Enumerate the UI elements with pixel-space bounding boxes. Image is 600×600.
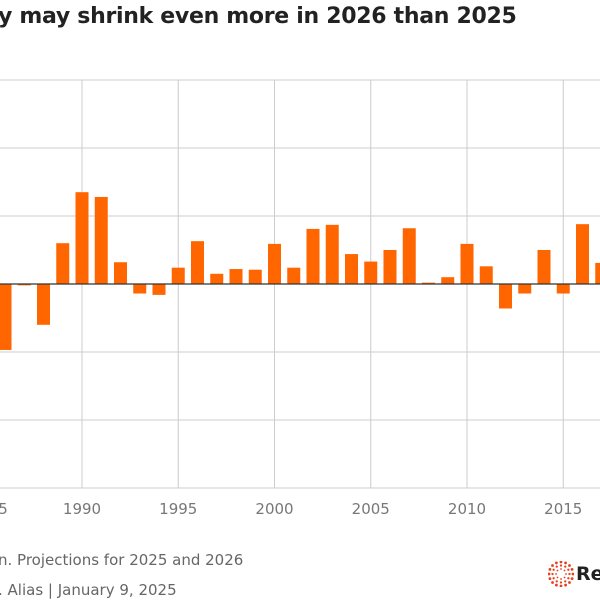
bar-2009 — [441, 277, 455, 284]
logo-dot — [555, 561, 558, 565]
bar-1992 — [114, 262, 127, 284]
logo-dot — [565, 573, 567, 575]
bar-1986 — [0, 284, 12, 350]
logo-dot — [564, 583, 567, 587]
logo-dots-icon — [548, 561, 574, 587]
logo-dot — [560, 568, 562, 570]
bar-1993 — [133, 284, 147, 294]
bar-1999 — [248, 269, 262, 284]
logo-dot — [555, 573, 557, 575]
bar-2015 — [556, 284, 570, 294]
logo-dot — [570, 568, 574, 571]
logo-dot — [555, 565, 558, 568]
logo-dot — [570, 577, 574, 580]
x-tick-label: 1990 — [63, 500, 101, 518]
bar-1998 — [229, 269, 243, 284]
x-tick-label: 5 — [0, 500, 8, 518]
logo-dot — [551, 572, 554, 576]
logo-dot — [552, 577, 555, 580]
logo-dot — [556, 569, 559, 572]
logo-dot — [568, 581, 571, 584]
logo-dot — [559, 584, 563, 587]
logo-dot — [564, 580, 567, 583]
bar-2003 — [325, 224, 339, 284]
bar-1997 — [210, 273, 224, 284]
bar-1995 — [171, 267, 185, 284]
bar-2012 — [499, 284, 512, 309]
logo-dot — [571, 572, 574, 576]
bar-1987 — [17, 284, 31, 286]
logo-text: Re — [576, 563, 600, 585]
x-tick-label: 2005 — [352, 500, 390, 518]
logo-dot — [563, 576, 566, 579]
bar-2005 — [364, 261, 378, 284]
reuters-logo: Re — [548, 561, 600, 587]
bar-1994 — [152, 284, 166, 295]
logo-dot — [567, 577, 570, 580]
logo-dot — [559, 561, 563, 564]
footnote: n. Projections for 2025 and 2026 — [0, 551, 244, 569]
x-tick-label: 2000 — [255, 500, 293, 518]
bar-1996 — [191, 241, 204, 284]
bar-2006 — [383, 250, 397, 284]
bar-2010 — [460, 243, 474, 284]
logo-dot — [568, 564, 571, 567]
logo-dot — [556, 576, 559, 579]
bar-2008 — [422, 282, 435, 284]
logo-dot — [551, 564, 554, 567]
logo-dot — [555, 583, 558, 587]
logo-dot — [551, 581, 554, 584]
bar-chart: 5 1990 1995 2000 2005 2010 2015 — [0, 79, 600, 518]
logo-dot — [568, 572, 571, 576]
logo-dot — [564, 565, 567, 568]
bar-2017 — [595, 262, 600, 284]
bar-2001 — [287, 267, 301, 284]
bars — [0, 192, 600, 350]
logo-dot — [560, 578, 562, 580]
bar-1989 — [56, 243, 70, 284]
bar-1990 — [75, 192, 89, 284]
bar-2007 — [402, 228, 416, 284]
chart-title: y may shrink even more in 2026 than 2025 — [0, 4, 517, 29]
bar-2000 — [268, 243, 281, 284]
bar-2013 — [518, 284, 532, 294]
credit-line: . Alias | January 9, 2025 — [0, 581, 177, 599]
bar-2002 — [306, 228, 320, 284]
logo-dot — [559, 581, 563, 584]
x-tick-label: 2010 — [448, 500, 486, 518]
bar-2011 — [479, 266, 493, 284]
bar-2016 — [576, 224, 589, 284]
logo-dot — [563, 569, 566, 572]
x-tick-label: 1995 — [159, 500, 197, 518]
x-tick-labels: 5 1990 1995 2000 2005 2010 2015 — [0, 500, 582, 518]
bar-2014 — [537, 250, 551, 284]
logo-dot — [567, 568, 570, 571]
logo-dot — [552, 568, 555, 571]
logo-dot — [548, 577, 552, 580]
logo-dot — [564, 561, 567, 565]
logo-dot — [548, 572, 551, 576]
bar-2004 — [345, 254, 358, 284]
logo-dot — [559, 564, 563, 567]
bar-1991 — [94, 196, 108, 284]
logo-dot — [548, 568, 552, 571]
bar-1988 — [37, 284, 50, 325]
logo-dot — [555, 580, 558, 583]
x-tick-label: 2015 — [544, 500, 582, 518]
